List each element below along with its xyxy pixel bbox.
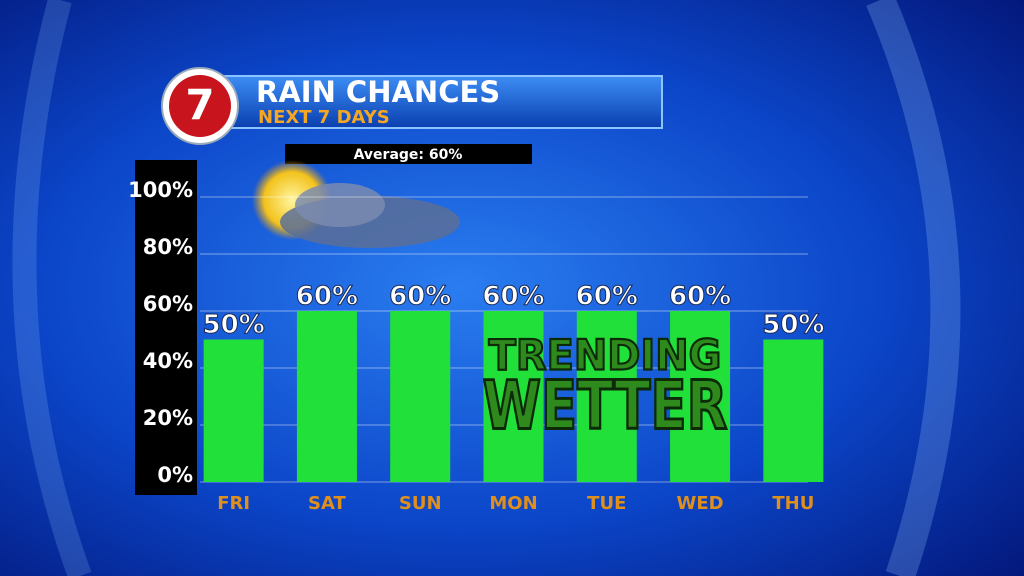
y-tick-label: 40%	[143, 349, 193, 373]
x-tick-label: TUE	[587, 493, 626, 514]
logo-disc	[169, 75, 231, 137]
bar	[390, 311, 451, 482]
bar	[483, 311, 544, 482]
y-tick-label: 60%	[143, 292, 193, 316]
weather-icon	[252, 160, 460, 248]
decor	[12, 0, 92, 576]
x-tick-label: MON	[489, 493, 537, 514]
value-label: 60%	[576, 282, 638, 312]
x-tick-label: SUN	[399, 493, 442, 514]
bar	[296, 311, 357, 482]
logo-text: 7	[185, 81, 214, 130]
bar	[763, 339, 824, 482]
y-tick-label: 0%	[157, 463, 193, 487]
axis-panel	[135, 160, 197, 495]
value-label: 60%	[482, 282, 544, 312]
x-tick-label: THU	[772, 493, 814, 514]
value-label: 60%	[669, 282, 731, 312]
y-tick-label: 100%	[128, 178, 193, 202]
y-tick-label: 80%	[143, 235, 193, 259]
chart-title: RAIN CHANCES	[256, 75, 500, 109]
plot: 0% 20% 40% 60% 80% 100% 50% FRI 60% SAT 60% SUN 60% M…	[128, 178, 825, 514]
bar	[203, 339, 264, 482]
value-label: 50%	[762, 310, 824, 340]
wetter-label: WETTER	[483, 367, 728, 445]
x-tick-label: FRI	[217, 493, 250, 514]
y-tick-label: 20%	[143, 406, 193, 430]
average-label: Average: 60%	[354, 147, 463, 163]
value-label: 60%	[296, 282, 358, 312]
cloud	[295, 183, 385, 227]
value-label: 50%	[203, 310, 265, 340]
average-box	[285, 144, 532, 164]
bar	[576, 311, 637, 482]
bar	[670, 311, 731, 482]
x-tick-label: WED	[677, 493, 724, 514]
trending-label: TRENDING	[489, 330, 722, 379]
chart-subtitle: NEXT 7 DAYS	[258, 107, 390, 128]
value-label: 60%	[389, 282, 451, 312]
decor	[866, 0, 961, 576]
x-tick-label: SAT	[308, 493, 346, 514]
